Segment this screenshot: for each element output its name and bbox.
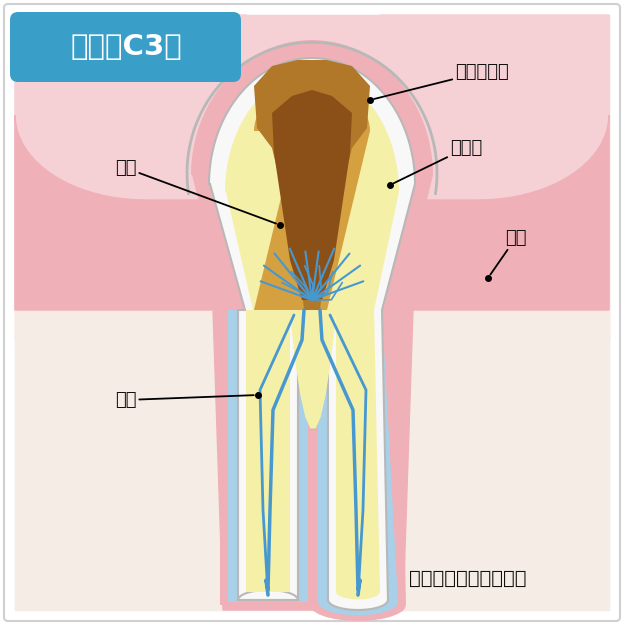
Text: 歯骪: 歯骪 xyxy=(115,159,276,224)
FancyBboxPatch shape xyxy=(4,4,620,621)
Polygon shape xyxy=(213,310,323,610)
Polygon shape xyxy=(272,90,352,300)
Ellipse shape xyxy=(504,347,588,403)
Ellipse shape xyxy=(37,292,93,328)
Ellipse shape xyxy=(72,561,148,609)
Ellipse shape xyxy=(67,454,123,486)
Text: エナメル質: エナメル質 xyxy=(374,63,509,99)
Ellipse shape xyxy=(328,516,372,544)
Polygon shape xyxy=(380,115,609,310)
Ellipse shape xyxy=(36,352,120,408)
Polygon shape xyxy=(209,58,415,610)
Polygon shape xyxy=(15,15,609,610)
Ellipse shape xyxy=(530,290,586,326)
Ellipse shape xyxy=(507,452,563,484)
Ellipse shape xyxy=(506,508,570,548)
Polygon shape xyxy=(15,15,609,340)
Polygon shape xyxy=(15,310,609,610)
Text: 歯肉: 歯肉 xyxy=(490,229,527,274)
Polygon shape xyxy=(254,60,370,310)
Ellipse shape xyxy=(253,521,297,549)
Ellipse shape xyxy=(482,559,558,607)
Text: 虫歯が神経まで進行。: 虫歯が神経まで進行。 xyxy=(409,569,527,588)
Ellipse shape xyxy=(516,430,588,474)
Text: 神経: 神経 xyxy=(115,391,254,409)
Polygon shape xyxy=(380,15,609,310)
Polygon shape xyxy=(225,74,399,599)
Polygon shape xyxy=(15,15,246,310)
FancyBboxPatch shape xyxy=(10,12,241,82)
Polygon shape xyxy=(209,58,415,615)
Ellipse shape xyxy=(36,433,108,477)
Text: 虫歯（C3）: 虫歯（C3） xyxy=(70,33,182,61)
Text: 象牙質: 象牙質 xyxy=(394,139,482,183)
Ellipse shape xyxy=(282,542,342,578)
Polygon shape xyxy=(191,40,433,621)
Polygon shape xyxy=(15,115,245,310)
Polygon shape xyxy=(254,86,370,310)
Ellipse shape xyxy=(56,510,120,550)
Polygon shape xyxy=(303,310,413,610)
